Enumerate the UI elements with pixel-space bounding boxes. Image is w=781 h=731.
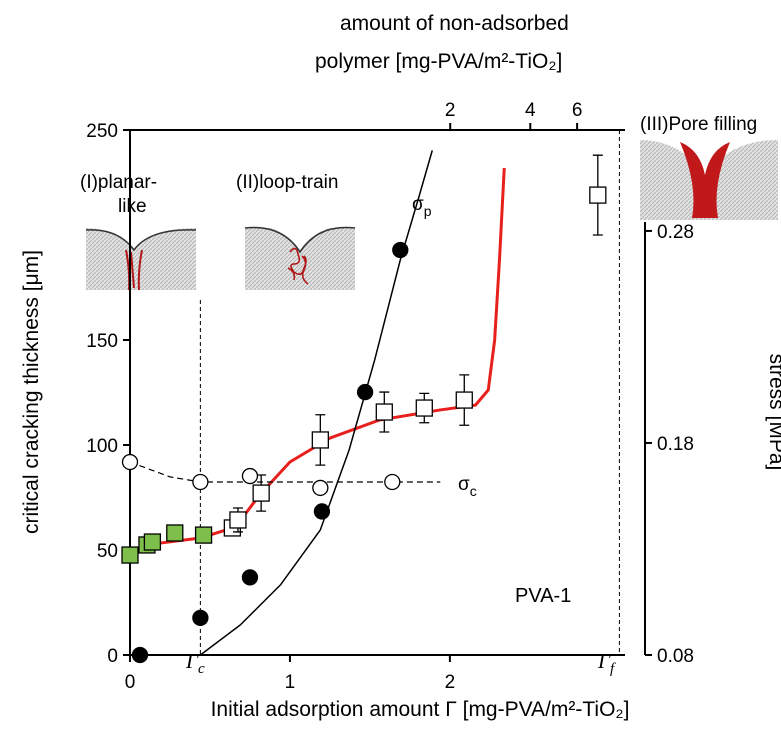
annotation: σc — [458, 474, 477, 499]
inset-planar — [85, 224, 197, 291]
data-point — [229, 511, 247, 529]
data-point — [589, 186, 607, 204]
data-point — [192, 473, 209, 491]
x2-tick-label: 6 — [572, 100, 583, 121]
y-tick-label: 50 — [97, 541, 118, 562]
inset-loop — [244, 222, 356, 290]
x-tick-label: 2 — [445, 672, 456, 693]
curve — [199, 150, 434, 656]
inset-label: (III)Pore filling — [640, 114, 757, 135]
x2-tick-label: 4 — [525, 100, 536, 121]
data-point — [312, 479, 329, 497]
x2-axis-label: amount of non-adsorbed — [340, 12, 569, 35]
y-tick-label: 250 — [86, 121, 118, 142]
data-point — [313, 503, 331, 520]
data-point — [311, 431, 329, 449]
data-point — [241, 569, 259, 586]
data-point — [455, 391, 473, 409]
annotation: Γf — [597, 649, 616, 677]
y2-tick-label: 0.08 — [657, 646, 694, 667]
x2-axis-label: polymer [mg-PVA/m²-TiO₂] — [315, 50, 562, 73]
y-tick-label: 100 — [86, 436, 118, 457]
data-point — [384, 473, 401, 491]
data-point — [375, 403, 393, 421]
y-tick-label: 0 — [107, 646, 118, 667]
data-point — [392, 241, 409, 259]
x-tick-label: 1 — [285, 672, 296, 693]
data-point — [194, 526, 213, 544]
y-axis-label: critical cracking thickness [μm] — [20, 250, 43, 534]
data-point — [241, 467, 259, 485]
y2-tick-label: 0.18 — [657, 434, 694, 455]
x-tick-label: 0 — [125, 672, 136, 693]
data-point — [192, 609, 209, 627]
annotation: σp — [412, 194, 432, 219]
data-point — [121, 453, 139, 471]
y2-axis-label: stress [MPa] — [765, 354, 781, 471]
data-point — [166, 524, 184, 542]
data-point — [131, 646, 149, 664]
inset-label: (II)loop-train — [236, 172, 338, 193]
data-point — [252, 484, 270, 502]
data-point — [415, 399, 433, 417]
data-point — [143, 533, 162, 551]
inset-label: like — [118, 196, 147, 217]
y-tick-label: 150 — [86, 331, 118, 352]
inset-pore — [640, 138, 778, 220]
inset-label: (I)planar- — [80, 172, 157, 193]
y2-tick-label: 0.28 — [657, 222, 694, 243]
data-point — [356, 383, 374, 401]
annotation: PVA-1 — [515, 585, 571, 607]
x-axis-label: Initial adsorption amount Γ [mg-PVA/m²-T… — [211, 698, 630, 721]
data-point — [121, 546, 139, 564]
x2-tick-label: 2 — [445, 100, 456, 121]
